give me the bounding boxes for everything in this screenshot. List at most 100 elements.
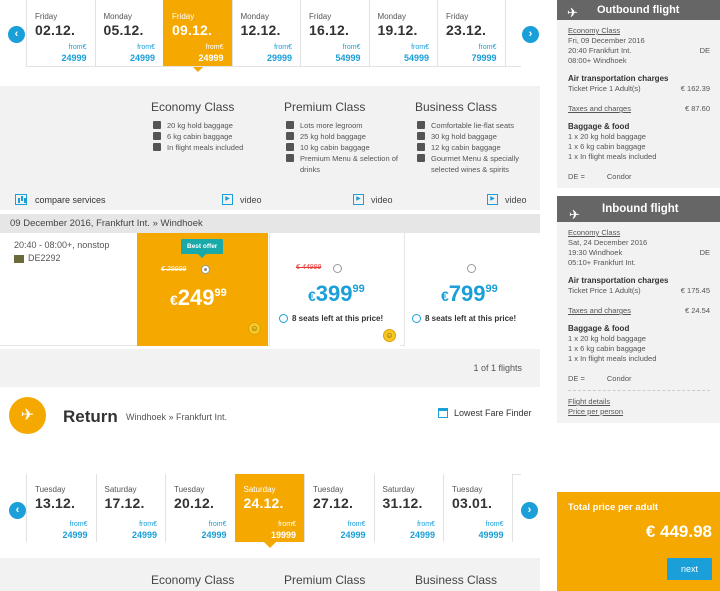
arrival: 05:10+ Frankfurt Int.	[568, 258, 636, 267]
date: 23.12.	[446, 22, 487, 38]
date-cell[interactable]: Tuesday 03.01. from€ 49999	[443, 474, 513, 542]
lowest-fare-finder-link[interactable]: Lowest Fare Finder	[438, 408, 532, 418]
date-cell[interactable]: Friday 02.12. from€ 24999	[26, 0, 95, 66]
from-label: from€	[208, 521, 227, 528]
taxes-row[interactable]: Taxes and charges € 87.60	[568, 104, 710, 113]
date-cell-selected[interactable]: Friday 09.12. from€ 24999	[163, 0, 232, 72]
lowest-fare-finder-label: Lowest Fare Finder	[454, 408, 532, 418]
day-of-week: Friday	[446, 12, 469, 21]
return-date-strip: ‹ Tuesday 13.12. from€ 24999 Saturday 17…	[0, 474, 540, 548]
return-route: Windhoek » Frankfurt Int.	[126, 412, 228, 422]
day-of-week: Saturday	[104, 485, 137, 494]
chevron-left-icon[interactable]: ‹	[9, 502, 26, 519]
date-cell[interactable]: Tuesday 27.12. from€ 24999	[304, 474, 374, 542]
taxes-row[interactable]: Taxes and charges € 24.54	[568, 306, 710, 315]
baggage-item: 1 x 6 kg cabin baggage	[568, 344, 646, 353]
date-cell[interactable]: Friday 23.12. from€ 79999	[437, 0, 506, 66]
date: 16.12.	[309, 22, 350, 38]
pagination: 1 of 1 flights	[0, 349, 540, 387]
date-cell[interactable]: Saturday 17.12. from€ 24999	[95, 474, 165, 542]
inbound-summary: Economy Class Sat, 24 December 2016 19:3…	[557, 222, 720, 423]
date-cell[interactable]: Monday 19.12. from€ 54999	[368, 0, 437, 66]
price: 24999	[198, 53, 224, 63]
bag-icon	[417, 143, 425, 151]
date: 19.12.	[377, 22, 418, 38]
date: 03.01.	[452, 495, 493, 511]
class-label: Economy Class	[568, 26, 621, 35]
economy-video-link[interactable]: ▶ video	[222, 194, 262, 205]
compare-services-label: compare services	[35, 194, 106, 205]
feature: 6 kg cabin baggage	[151, 131, 281, 142]
suitcase-icon	[286, 132, 294, 140]
price: 24999	[131, 530, 157, 540]
fare-premium[interactable]: € 44999 €39999 8 seats left at this pric…	[269, 233, 400, 346]
date-cell[interactable]: Tuesday 20.12. from€ 24999	[165, 474, 235, 542]
date: 09.12.	[172, 22, 213, 38]
date-cell-selected[interactable]: Saturday 24.12. from€ 19999	[234, 474, 304, 548]
class-comparison-panel: Economy Class 20 kg hold baggage 6 kg ca…	[0, 86, 540, 210]
divider	[26, 66, 521, 67]
fare-radio[interactable]	[467, 264, 476, 273]
meal-icon	[417, 154, 425, 162]
plane-landing-icon: ✈	[9, 397, 46, 434]
return-class-panel: Economy Class Premium Class Business Cla…	[0, 558, 540, 591]
price: 54999	[335, 53, 361, 63]
premium-class-column: Premium Class Lots more legroom 25 kg ho…	[284, 100, 414, 175]
date-cell[interactable]: Monday 05.12. from€ 24999	[94, 0, 163, 66]
suitcase-icon	[417, 132, 425, 140]
chevron-right-icon[interactable]: ›	[522, 26, 539, 43]
day-of-week: Saturday	[382, 485, 415, 494]
day-of-week: Tuesday	[313, 485, 344, 494]
chart-icon	[15, 194, 27, 205]
feature: Comfortable lie-flat seats	[415, 120, 545, 131]
route-bar: 09 December 2016, Frankfurt Int. » Windh…	[0, 214, 540, 233]
baggage-title: Baggage & food	[568, 122, 630, 131]
premium-class-title: Premium Class	[284, 573, 366, 587]
airline-logo-icon	[14, 254, 24, 263]
fare-business[interactable]: €79999 8 seats left at this price!	[404, 233, 540, 346]
fare-radio[interactable]	[201, 265, 210, 274]
date-cell[interactable]: Monday 12.12. from€ 29999	[231, 0, 300, 66]
price: 24999	[201, 530, 227, 540]
baggage-item: 1 x 6 kg cabin baggage	[568, 142, 646, 151]
chevron-left-icon[interactable]: ‹	[8, 26, 25, 43]
feature: Gourmet Menu & specially selected wines …	[415, 153, 545, 175]
fare-economy[interactable]: Best offer € 29999 €24999 ☺	[137, 233, 268, 346]
flight-number-row: DE2292	[14, 252, 109, 265]
plane-landing-icon: ✈	[569, 207, 580, 222]
price: 24999	[61, 53, 87, 63]
chevron-right-icon[interactable]: ›	[521, 502, 538, 519]
date-cell[interactable]: Saturday 31.12. from€ 24999	[373, 474, 443, 542]
return-title: Return	[63, 407, 118, 426]
business-class-title: Business Class	[415, 573, 498, 587]
premium-class-title: Premium Class	[284, 100, 366, 114]
baggage-item: 1 x 20 kg hold baggage	[568, 132, 646, 141]
feature: 12 kg cabin baggage	[415, 142, 545, 153]
baggage-item: 1 x 20 kg hold baggage	[568, 334, 646, 343]
flight-info: 20:40 - 08:00+, nonstop DE2292	[14, 239, 109, 265]
ticket-price-row: Ticket Price 1 Adult(s) € 175.45	[568, 286, 710, 295]
next-button[interactable]: next	[666, 558, 712, 580]
video-label: video	[505, 194, 527, 205]
fare-price: €24999	[170, 285, 227, 310]
carrier-row: DE = Condor	[568, 374, 632, 383]
fare-radio[interactable]	[333, 264, 342, 273]
date-cell[interactable]: Tuesday 13.12. from€ 24999	[26, 474, 96, 542]
from-label: from€	[342, 44, 361, 51]
flight-details-link[interactable]: Flight details	[568, 397, 611, 406]
old-price: € 44999	[296, 264, 322, 271]
compare-services-link[interactable]: compare services	[15, 194, 106, 205]
total-amount: € 449.98	[645, 522, 712, 541]
premium-video-link[interactable]: ▶ video	[353, 194, 393, 205]
feature: 25 kg hold baggage	[284, 131, 414, 142]
outbound-header: ✈ Outbound flight	[557, 0, 720, 20]
play-icon: ▶	[487, 194, 498, 205]
date: 12.12.	[240, 22, 281, 38]
total-label: Total price per adult	[568, 502, 659, 513]
price-per-person-link[interactable]: Price per person	[568, 407, 624, 416]
date-cell[interactable]: Friday 16.12. from€ 54999	[300, 0, 369, 66]
feature: In flight meals included	[151, 142, 281, 153]
carrier-row: DE = Condor	[568, 172, 632, 181]
business-video-link[interactable]: ▶ video	[487, 194, 527, 205]
day-of-week: Monday	[103, 12, 132, 21]
